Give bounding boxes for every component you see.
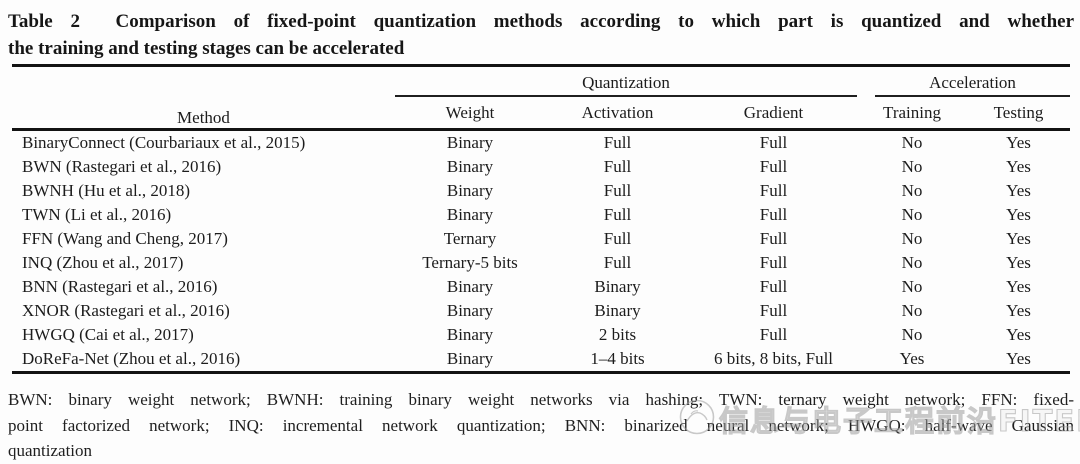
cell-gradient: Full bbox=[759, 325, 788, 344]
cell-testing: Yes bbox=[1006, 349, 1031, 368]
cell-weight: Binary bbox=[446, 157, 494, 176]
cell-weight: Binary bbox=[446, 325, 494, 344]
cell-gradient: Full bbox=[759, 181, 788, 200]
footnote-line-2: point factorized network; INQ: increment… bbox=[8, 415, 1074, 435]
col-group-quantization: Quantization bbox=[395, 66, 858, 97]
group-label-acceleration: Acceleration bbox=[875, 73, 1071, 97]
cell-activation: Binary bbox=[594, 277, 641, 296]
col-header-gradient: Gradient bbox=[743, 102, 804, 122]
cell-activation: Full bbox=[603, 181, 632, 200]
caption-line-2: the training and testing stages can be a… bbox=[8, 38, 405, 59]
col-header-weight: Weight bbox=[445, 102, 495, 122]
cell-gradient: Full bbox=[759, 229, 788, 248]
col-group-acceleration: Acceleration bbox=[857, 66, 1071, 97]
cell-activation: Binary bbox=[594, 301, 641, 320]
cell-gradient: Full bbox=[759, 157, 788, 176]
group-label-quantization: Quantization bbox=[395, 73, 858, 97]
table-row: BNN (Rastegari et al., 2016) Binary Bina… bbox=[12, 275, 1070, 299]
cell-training: No bbox=[901, 133, 923, 152]
footnote-line-1: BWN: binary weight network; BWNH: traini… bbox=[8, 390, 1074, 409]
cell-method: INQ (Zhou et al., 2017) bbox=[22, 253, 184, 272]
cell-activation: Full bbox=[603, 133, 632, 152]
cell-activation: 2 bits bbox=[598, 325, 637, 344]
cell-gradient: Full bbox=[759, 133, 788, 152]
cell-testing: Yes bbox=[1006, 181, 1031, 200]
cell-training: No bbox=[901, 157, 923, 176]
col-header-method: Method bbox=[177, 108, 230, 127]
cell-training: No bbox=[901, 277, 923, 296]
table-row: FFN (Wang and Cheng, 2017) Ternary Full … bbox=[12, 227, 1070, 251]
table-row: DoReFa-Net (Zhou et al., 2016) Binary 1–… bbox=[12, 347, 1070, 373]
cell-weight: Binary bbox=[446, 277, 494, 296]
cell-gradient: Full bbox=[759, 301, 788, 320]
table-row: INQ (Zhou et al., 2017) Ternary-5 bits F… bbox=[12, 251, 1070, 275]
cell-method: BWNH (Hu et al., 2018) bbox=[22, 181, 191, 200]
table-row: BWN (Rastegari et al., 2016) Binary Full… bbox=[12, 155, 1070, 179]
cell-training: No bbox=[901, 181, 923, 200]
cell-method: BinaryConnect (Courbariaux et al., 2015) bbox=[22, 133, 306, 152]
cell-method: DoReFa-Net (Zhou et al., 2016) bbox=[22, 349, 241, 368]
comparison-table: Method Quantization Acceleration Weight … bbox=[12, 64, 1071, 374]
cell-weight: Binary bbox=[446, 301, 494, 320]
table-row: BWNH (Hu et al., 2018) Binary Full Full … bbox=[12, 179, 1070, 203]
cell-testing: Yes bbox=[1006, 133, 1031, 152]
table-row: XNOR (Rastegari et al., 2016) Binary Bin… bbox=[12, 299, 1070, 323]
cell-activation: Full bbox=[603, 205, 632, 224]
cell-testing: Yes bbox=[1006, 229, 1031, 248]
cell-testing: Yes bbox=[1006, 277, 1031, 296]
table-row: BinaryConnect (Courbariaux et al., 2015)… bbox=[12, 130, 1070, 156]
cell-weight: Binary bbox=[446, 181, 494, 200]
cell-method: BWN (Rastegari et al., 2016) bbox=[22, 157, 222, 176]
col-header-testing: Testing bbox=[993, 102, 1044, 122]
footnote-line-3: quantization bbox=[8, 441, 93, 460]
cell-method: BNN (Rastegari et al., 2016) bbox=[22, 277, 218, 296]
cell-testing: Yes bbox=[1006, 253, 1031, 272]
cell-method: FFN (Wang and Cheng, 2017) bbox=[22, 229, 228, 248]
table-caption: Table 2 Comparison of fixed-point quanti… bbox=[8, 8, 1074, 62]
cell-activation: Full bbox=[603, 157, 632, 176]
caption-line-1: Table 2 Comparison of fixed-point quanti… bbox=[8, 11, 1074, 32]
cell-training: No bbox=[901, 301, 923, 320]
cell-testing: Yes bbox=[1006, 157, 1031, 176]
cell-training: No bbox=[901, 229, 923, 248]
cell-training: No bbox=[901, 205, 923, 224]
cell-testing: Yes bbox=[1006, 325, 1031, 344]
cell-activation: Full bbox=[603, 253, 632, 272]
cell-weight: Binary bbox=[446, 133, 494, 152]
cell-activation: Full bbox=[603, 229, 632, 248]
table-header: Method Quantization Acceleration Weight … bbox=[12, 66, 1071, 130]
cell-weight: Ternary bbox=[443, 229, 497, 248]
cell-testing: Yes bbox=[1006, 301, 1031, 320]
cell-weight: Ternary-5 bits bbox=[422, 253, 518, 272]
cell-training: No bbox=[901, 325, 923, 344]
table-row: TWN (Li et al., 2016) Binary Full Full N… bbox=[12, 203, 1070, 227]
cell-testing: Yes bbox=[1006, 205, 1031, 224]
table-footnote: BWN: binary weight network; BWNH: traini… bbox=[8, 387, 1074, 464]
cell-gradient: Full bbox=[759, 205, 788, 224]
table-row: HWGQ (Cai et al., 2017) Binary 2 bits Fu… bbox=[12, 323, 1070, 347]
cell-weight: Binary bbox=[446, 205, 494, 224]
cell-method: XNOR (Rastegari et al., 2016) bbox=[22, 301, 230, 320]
cell-weight: Binary bbox=[446, 349, 494, 368]
cell-training: No bbox=[901, 253, 923, 272]
cell-activation: 1–4 bits bbox=[590, 349, 645, 368]
cell-gradient: Full bbox=[759, 277, 788, 296]
cell-training: Yes bbox=[899, 349, 925, 368]
col-header-activation: Activation bbox=[581, 102, 654, 122]
cell-gradient: Full bbox=[759, 253, 788, 272]
table-body: BinaryConnect (Courbariaux et al., 2015)… bbox=[12, 130, 1070, 373]
col-header-training: Training bbox=[883, 102, 941, 122]
cell-method: TWN (Li et al., 2016) bbox=[22, 205, 172, 224]
cell-gradient: 6 bits, 8 bits, Full bbox=[713, 349, 834, 368]
cell-method: HWGQ (Cai et al., 2017) bbox=[22, 325, 194, 344]
